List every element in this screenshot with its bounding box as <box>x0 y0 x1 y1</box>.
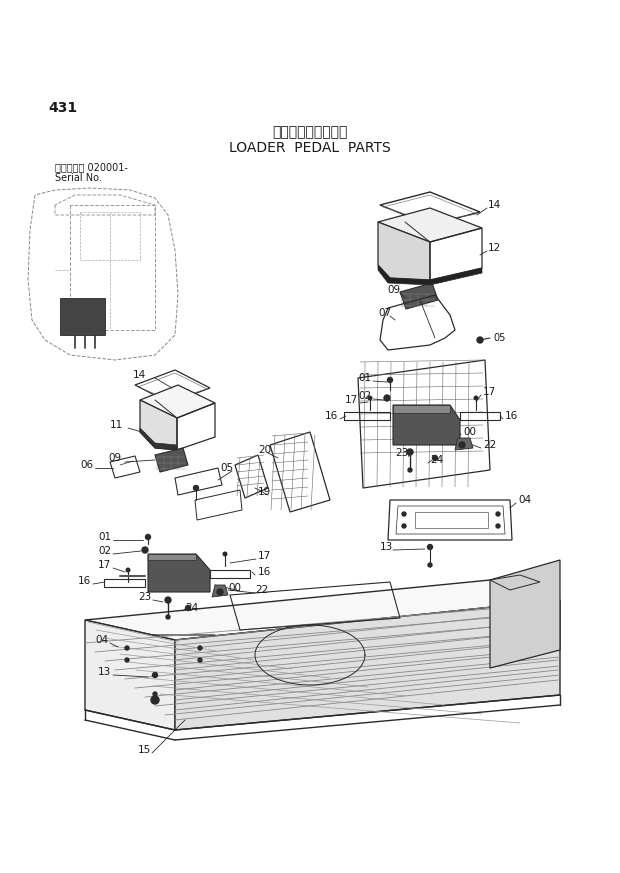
Text: 02: 02 <box>98 546 111 556</box>
Polygon shape <box>85 620 175 730</box>
Text: 23: 23 <box>138 592 151 602</box>
Text: 02: 02 <box>358 391 371 401</box>
Polygon shape <box>378 208 482 242</box>
Polygon shape <box>148 554 210 592</box>
Circle shape <box>166 615 170 619</box>
Text: 00: 00 <box>463 427 476 437</box>
Text: 22: 22 <box>483 440 496 450</box>
Circle shape <box>433 456 438 460</box>
Polygon shape <box>212 585 228 597</box>
Text: 09: 09 <box>108 453 121 463</box>
Circle shape <box>153 672 157 677</box>
Polygon shape <box>490 560 560 668</box>
Polygon shape <box>155 448 188 472</box>
Polygon shape <box>400 283 438 309</box>
Text: 16: 16 <box>78 576 91 586</box>
Circle shape <box>217 589 223 595</box>
Text: LOADER  PEDAL  PARTS: LOADER PEDAL PARTS <box>229 141 391 155</box>
Circle shape <box>368 396 372 400</box>
Polygon shape <box>148 554 196 560</box>
Text: 05: 05 <box>493 333 505 343</box>
Text: 17: 17 <box>483 387 496 397</box>
Circle shape <box>151 696 159 704</box>
Text: 00: 00 <box>228 583 241 593</box>
Polygon shape <box>85 580 560 640</box>
Text: 17: 17 <box>258 551 272 561</box>
Circle shape <box>459 442 465 448</box>
Text: 13: 13 <box>98 667 111 677</box>
Text: Serial No.: Serial No. <box>55 173 102 183</box>
Text: 17: 17 <box>345 395 358 405</box>
Circle shape <box>126 568 130 572</box>
Text: 適用号機　 020001-: 適用号機 020001- <box>55 162 128 172</box>
Circle shape <box>477 337 483 343</box>
Circle shape <box>125 646 129 650</box>
Polygon shape <box>378 265 482 285</box>
Circle shape <box>223 553 227 556</box>
Text: 06: 06 <box>80 460 93 470</box>
Polygon shape <box>175 600 560 730</box>
Circle shape <box>185 606 190 610</box>
Text: 431: 431 <box>48 101 77 115</box>
Text: 17: 17 <box>98 560 111 570</box>
Circle shape <box>428 563 432 567</box>
Text: ローダ゚ペダル部品: ローダ゚ペダル部品 <box>272 125 348 139</box>
Text: 20: 20 <box>258 445 271 455</box>
Text: 12: 12 <box>488 243 501 253</box>
Circle shape <box>428 545 433 549</box>
Circle shape <box>407 449 413 455</box>
Text: 23: 23 <box>395 448 408 458</box>
Text: 14: 14 <box>133 370 146 380</box>
Circle shape <box>146 534 151 540</box>
Text: 07: 07 <box>378 308 391 318</box>
Text: 04: 04 <box>95 635 108 645</box>
Text: 05: 05 <box>220 463 233 473</box>
Circle shape <box>496 524 500 528</box>
Text: 19: 19 <box>258 487 272 497</box>
Circle shape <box>165 597 171 603</box>
Circle shape <box>193 485 198 491</box>
Text: 01: 01 <box>98 532 111 542</box>
Polygon shape <box>378 222 430 280</box>
Circle shape <box>388 377 392 382</box>
Circle shape <box>384 395 390 401</box>
Text: 15: 15 <box>138 745 151 755</box>
Polygon shape <box>393 405 450 413</box>
Text: 14: 14 <box>488 200 501 210</box>
Circle shape <box>198 646 202 650</box>
Text: 13: 13 <box>380 542 393 552</box>
Polygon shape <box>140 400 177 450</box>
Text: 24: 24 <box>430 455 443 465</box>
Circle shape <box>474 396 478 400</box>
Text: 09: 09 <box>387 285 400 295</box>
Circle shape <box>408 468 412 472</box>
Circle shape <box>125 658 129 662</box>
Text: 24: 24 <box>185 603 198 613</box>
Text: 22: 22 <box>255 585 268 595</box>
Text: 04: 04 <box>518 495 531 505</box>
Circle shape <box>153 692 157 696</box>
Circle shape <box>402 512 406 516</box>
Text: 01: 01 <box>358 373 371 383</box>
Polygon shape <box>140 428 177 450</box>
Text: 11: 11 <box>110 420 123 430</box>
Circle shape <box>198 658 202 662</box>
Text: 16: 16 <box>325 411 339 421</box>
Text: 16: 16 <box>258 567 272 577</box>
Circle shape <box>402 524 406 528</box>
Circle shape <box>142 547 148 553</box>
Polygon shape <box>455 438 473 450</box>
Polygon shape <box>60 298 105 335</box>
Polygon shape <box>140 385 215 418</box>
Polygon shape <box>393 405 460 445</box>
Circle shape <box>496 512 500 516</box>
Text: 16: 16 <box>505 411 518 421</box>
